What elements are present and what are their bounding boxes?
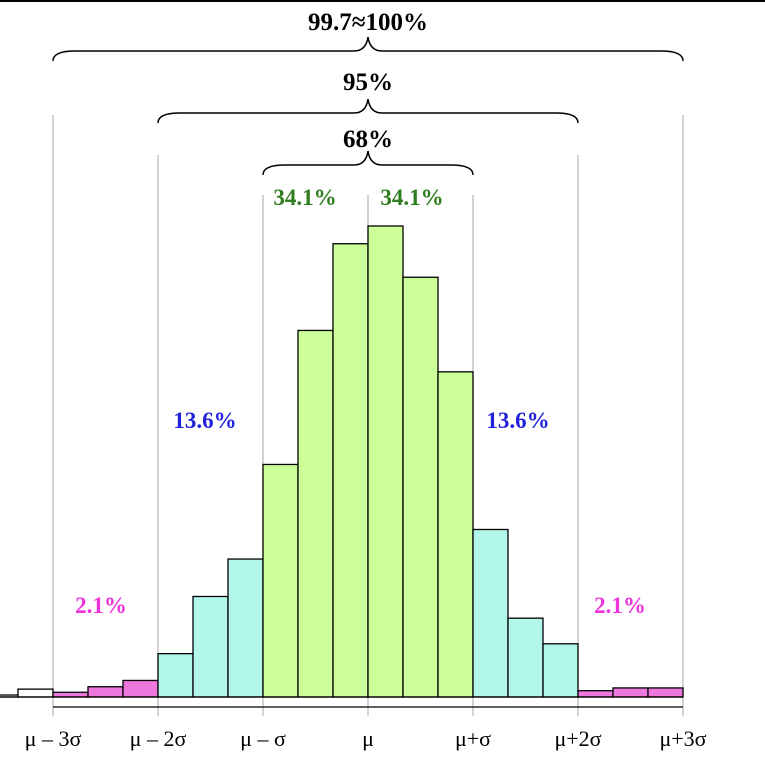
bracket-label: 68% bbox=[343, 126, 393, 153]
bracket-brace bbox=[52, 36, 684, 62]
histogram-bar bbox=[367, 225, 404, 698]
histogram-bar bbox=[507, 617, 544, 698]
histogram-bar bbox=[542, 643, 579, 698]
x-tick-label: μ – 2σ bbox=[130, 726, 187, 751]
bracket-brace bbox=[157, 98, 579, 124]
region-label: 2.1% bbox=[75, 593, 127, 618]
x-tick-label: μ+3σ bbox=[659, 726, 706, 751]
histogram-bar bbox=[577, 690, 614, 698]
histogram-bar bbox=[52, 691, 89, 698]
x-axis: μ – 3σ μ – 2σ μ – σ μ μ+σ μ+2σ μ+3σ bbox=[0, 696, 707, 751]
histogram-bar bbox=[472, 528, 509, 698]
x-tick-label: μ bbox=[362, 726, 374, 751]
histogram-bar bbox=[87, 686, 124, 698]
region-label: 13.6% bbox=[173, 408, 236, 433]
histogram-bar bbox=[262, 463, 299, 698]
region-label: 13.6% bbox=[486, 408, 549, 433]
percentage-brackets: 99.7≈100% 95% 68% bbox=[52, 9, 684, 176]
region-percentage-labels: 34.1% 34.1% 13.6% 13.6% 2.1% 2.1% bbox=[75, 185, 646, 618]
histogram-bar bbox=[227, 558, 264, 698]
region-label: 34.1% bbox=[380, 185, 443, 210]
histogram-bar bbox=[122, 679, 159, 698]
histogram-bar bbox=[297, 329, 334, 698]
histogram-bar bbox=[437, 371, 474, 698]
x-tick-label: μ – 3σ bbox=[25, 726, 82, 751]
histogram-bar bbox=[612, 687, 649, 698]
x-tick-label: μ+2σ bbox=[554, 726, 601, 751]
histogram-bar bbox=[17, 688, 54, 698]
bracket-label: 99.7≈100% bbox=[308, 9, 428, 36]
x-tick-label: μ – σ bbox=[240, 726, 286, 751]
histogram-bars bbox=[0, 225, 684, 698]
histogram-bar bbox=[647, 687, 684, 698]
histogram-bar bbox=[192, 595, 229, 698]
bracket-brace bbox=[262, 150, 474, 176]
histogram-bar bbox=[332, 243, 369, 698]
bracket-label: 95% bbox=[343, 69, 393, 96]
region-label: 34.1% bbox=[273, 185, 336, 210]
region-label: 2.1% bbox=[594, 593, 646, 618]
histogram-bar bbox=[402, 276, 439, 698]
x-tick-label: μ+σ bbox=[455, 726, 491, 751]
histogram-bar bbox=[157, 652, 194, 698]
